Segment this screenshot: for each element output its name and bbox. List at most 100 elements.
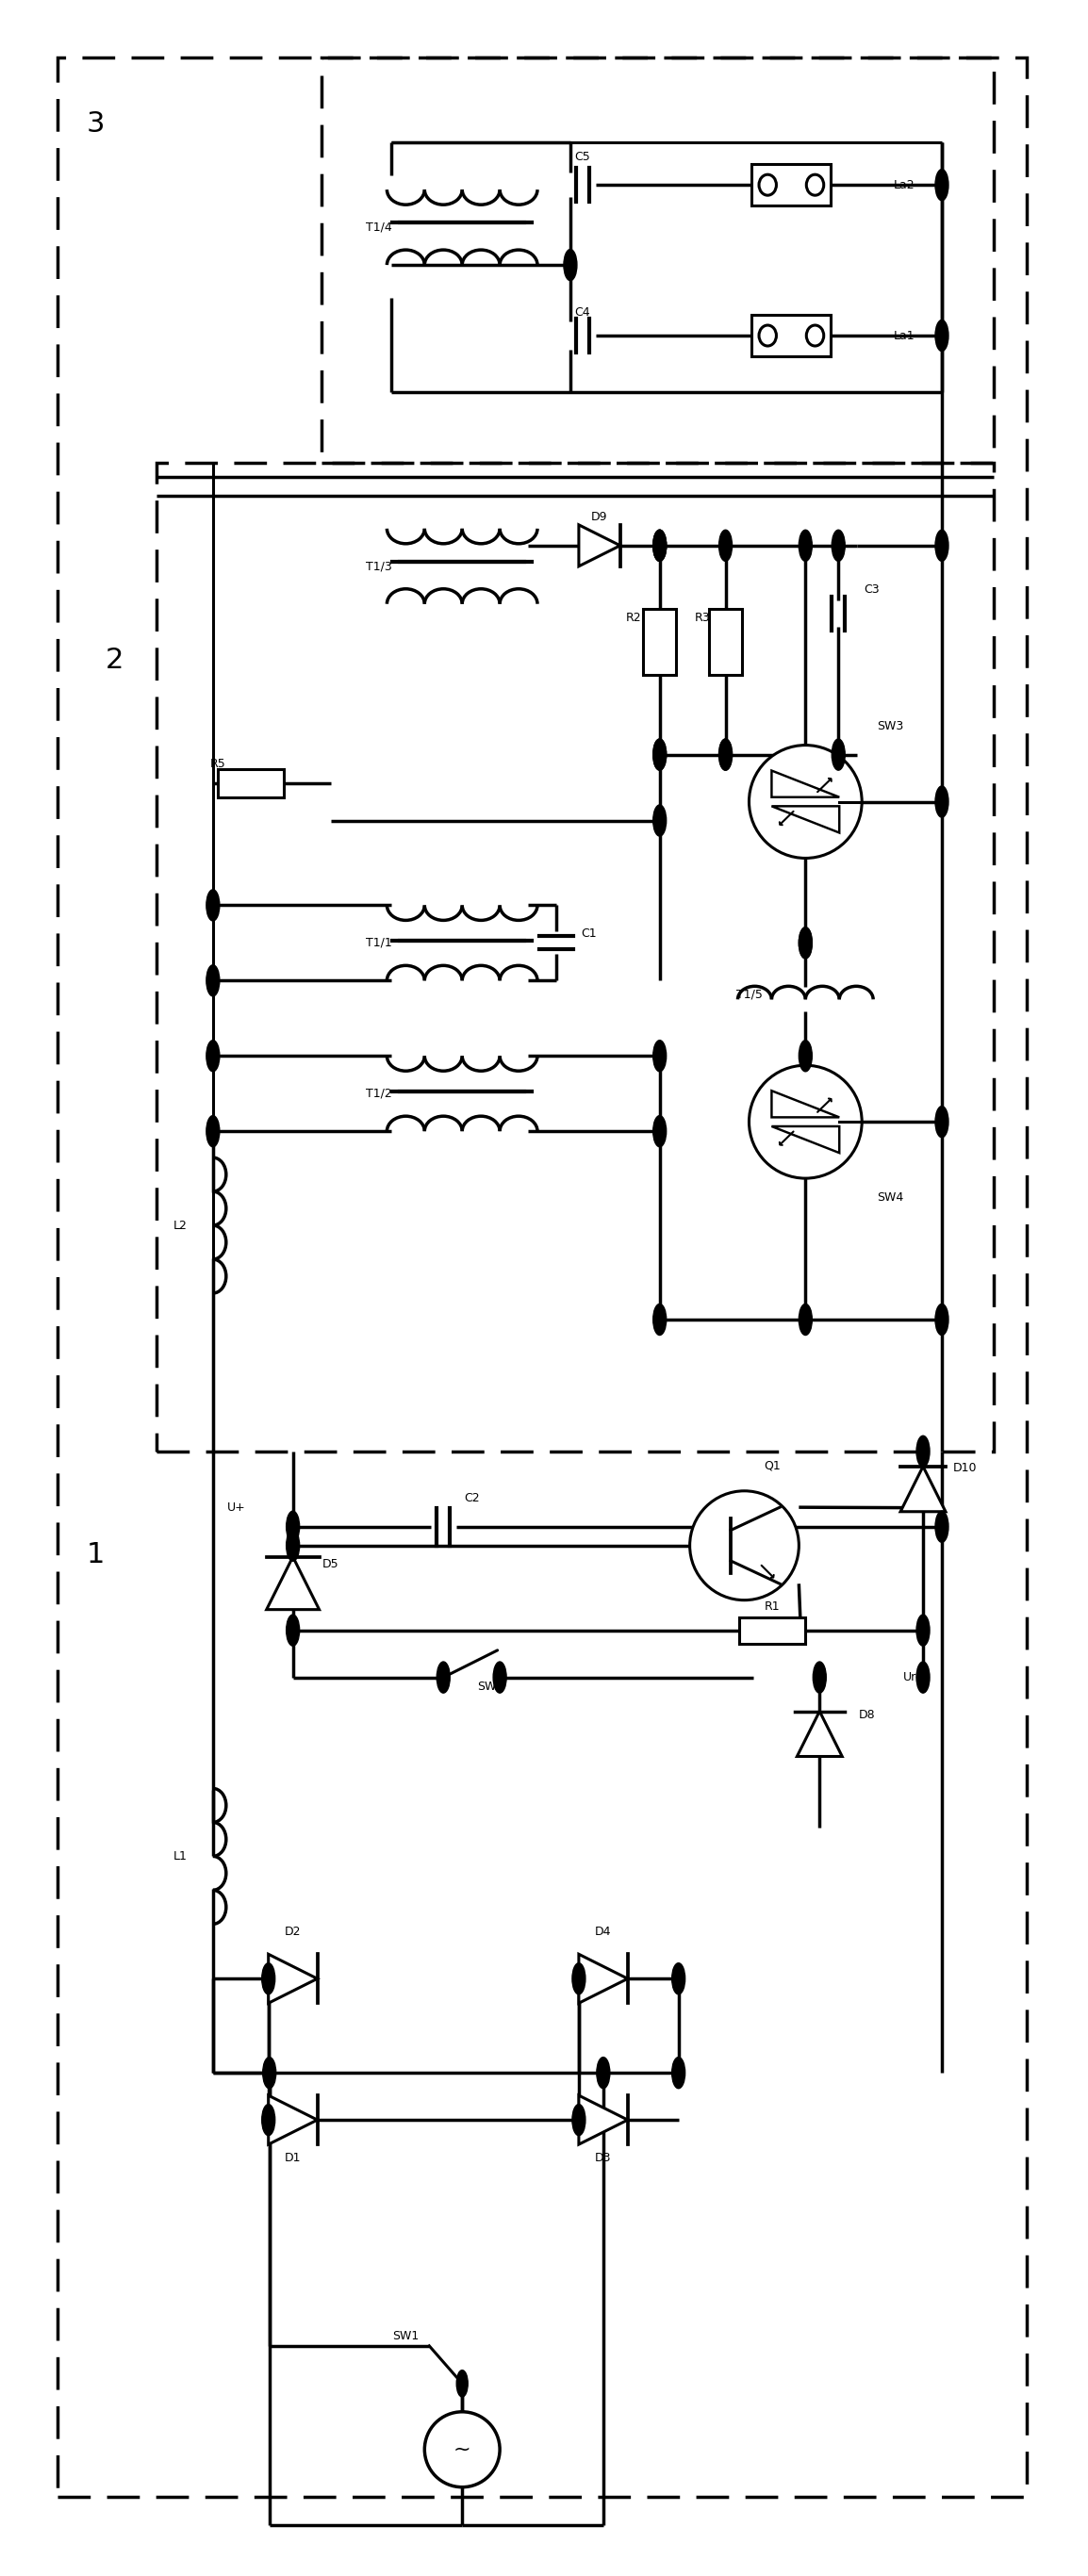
Ellipse shape xyxy=(759,325,777,345)
Circle shape xyxy=(936,1303,949,1334)
Circle shape xyxy=(936,1105,949,1139)
Circle shape xyxy=(719,739,732,770)
Ellipse shape xyxy=(424,2411,499,2486)
Text: C5: C5 xyxy=(574,149,591,162)
Circle shape xyxy=(916,1615,929,1646)
Circle shape xyxy=(207,966,220,997)
Circle shape xyxy=(936,170,949,201)
Text: R5: R5 xyxy=(210,757,225,770)
Circle shape xyxy=(813,1662,826,1692)
Polygon shape xyxy=(901,1466,945,1512)
Bar xyxy=(218,768,284,796)
Text: T1/3: T1/3 xyxy=(366,559,392,572)
Polygon shape xyxy=(579,2094,628,2143)
Circle shape xyxy=(653,1041,666,1072)
Ellipse shape xyxy=(749,1066,862,1177)
Text: D8: D8 xyxy=(858,1708,875,1721)
Text: R3: R3 xyxy=(694,613,709,623)
Polygon shape xyxy=(771,806,839,832)
Polygon shape xyxy=(269,2094,318,2143)
Text: D2: D2 xyxy=(285,1924,301,1937)
Text: T1/1: T1/1 xyxy=(366,938,392,948)
Text: D9: D9 xyxy=(591,510,608,523)
Circle shape xyxy=(832,531,845,562)
Circle shape xyxy=(936,531,949,562)
Circle shape xyxy=(286,1615,299,1646)
Text: Uref: Uref xyxy=(903,1672,928,1685)
Text: R1: R1 xyxy=(765,1600,780,1613)
Circle shape xyxy=(262,2105,275,2136)
Bar xyxy=(58,57,1026,2496)
Circle shape xyxy=(936,786,949,817)
Polygon shape xyxy=(267,1556,319,1610)
Polygon shape xyxy=(579,526,620,567)
Circle shape xyxy=(572,2105,585,2136)
Circle shape xyxy=(799,1041,812,1072)
Text: 1: 1 xyxy=(86,1540,104,1569)
Circle shape xyxy=(262,1963,275,1994)
Circle shape xyxy=(207,1115,220,1146)
Ellipse shape xyxy=(759,175,777,196)
Text: T1/4: T1/4 xyxy=(366,222,392,234)
Text: 2: 2 xyxy=(106,647,123,675)
Text: L1: L1 xyxy=(173,1850,187,1862)
Circle shape xyxy=(916,1662,929,1692)
Circle shape xyxy=(207,889,220,920)
Text: R2: R2 xyxy=(626,613,641,623)
Circle shape xyxy=(672,1963,685,1994)
Text: 3: 3 xyxy=(86,111,104,137)
Ellipse shape xyxy=(806,325,824,345)
Text: SW1: SW1 xyxy=(393,2331,419,2342)
Circle shape xyxy=(916,1435,929,1466)
Text: C2: C2 xyxy=(463,1492,480,1504)
Polygon shape xyxy=(269,1955,318,2004)
Text: C1: C1 xyxy=(581,927,597,940)
Circle shape xyxy=(457,2370,468,2396)
Text: T1/2: T1/2 xyxy=(366,1087,392,1100)
Text: C3: C3 xyxy=(864,585,879,595)
Polygon shape xyxy=(771,1090,839,1118)
Text: La2: La2 xyxy=(893,178,915,191)
Bar xyxy=(643,608,676,675)
Text: Q1: Q1 xyxy=(764,1461,781,1471)
Circle shape xyxy=(799,1303,812,1334)
Circle shape xyxy=(799,927,812,958)
Circle shape xyxy=(653,1303,666,1334)
Text: D3: D3 xyxy=(595,2151,611,2164)
Circle shape xyxy=(936,1512,949,1543)
Circle shape xyxy=(653,531,666,562)
Circle shape xyxy=(653,739,666,770)
Circle shape xyxy=(719,531,732,562)
Polygon shape xyxy=(798,1710,842,1757)
Circle shape xyxy=(572,1963,585,1994)
Circle shape xyxy=(799,531,812,562)
Circle shape xyxy=(286,1530,299,1561)
Bar xyxy=(321,57,993,464)
Circle shape xyxy=(653,531,666,562)
Circle shape xyxy=(263,2058,276,2089)
Ellipse shape xyxy=(806,175,824,196)
Ellipse shape xyxy=(749,744,862,858)
Circle shape xyxy=(653,1115,666,1146)
Polygon shape xyxy=(771,770,839,796)
Bar xyxy=(752,314,831,355)
Circle shape xyxy=(672,2058,685,2089)
Text: SW3: SW3 xyxy=(877,721,903,732)
Text: U+: U+ xyxy=(227,1502,246,1515)
Bar xyxy=(752,165,831,206)
Text: SW4: SW4 xyxy=(877,1190,903,1203)
Text: D5: D5 xyxy=(322,1558,338,1571)
Text: ~: ~ xyxy=(454,2439,471,2460)
Text: La1: La1 xyxy=(893,330,915,343)
Circle shape xyxy=(653,804,666,837)
Text: L2: L2 xyxy=(173,1218,187,1231)
Circle shape xyxy=(493,1662,506,1692)
Circle shape xyxy=(936,319,949,350)
Text: D10: D10 xyxy=(953,1463,977,1473)
Text: D1: D1 xyxy=(285,2151,301,2164)
Circle shape xyxy=(719,739,732,770)
Polygon shape xyxy=(771,1126,839,1154)
Polygon shape xyxy=(579,1955,628,2004)
Bar xyxy=(157,464,993,1450)
Ellipse shape xyxy=(690,1492,799,1600)
